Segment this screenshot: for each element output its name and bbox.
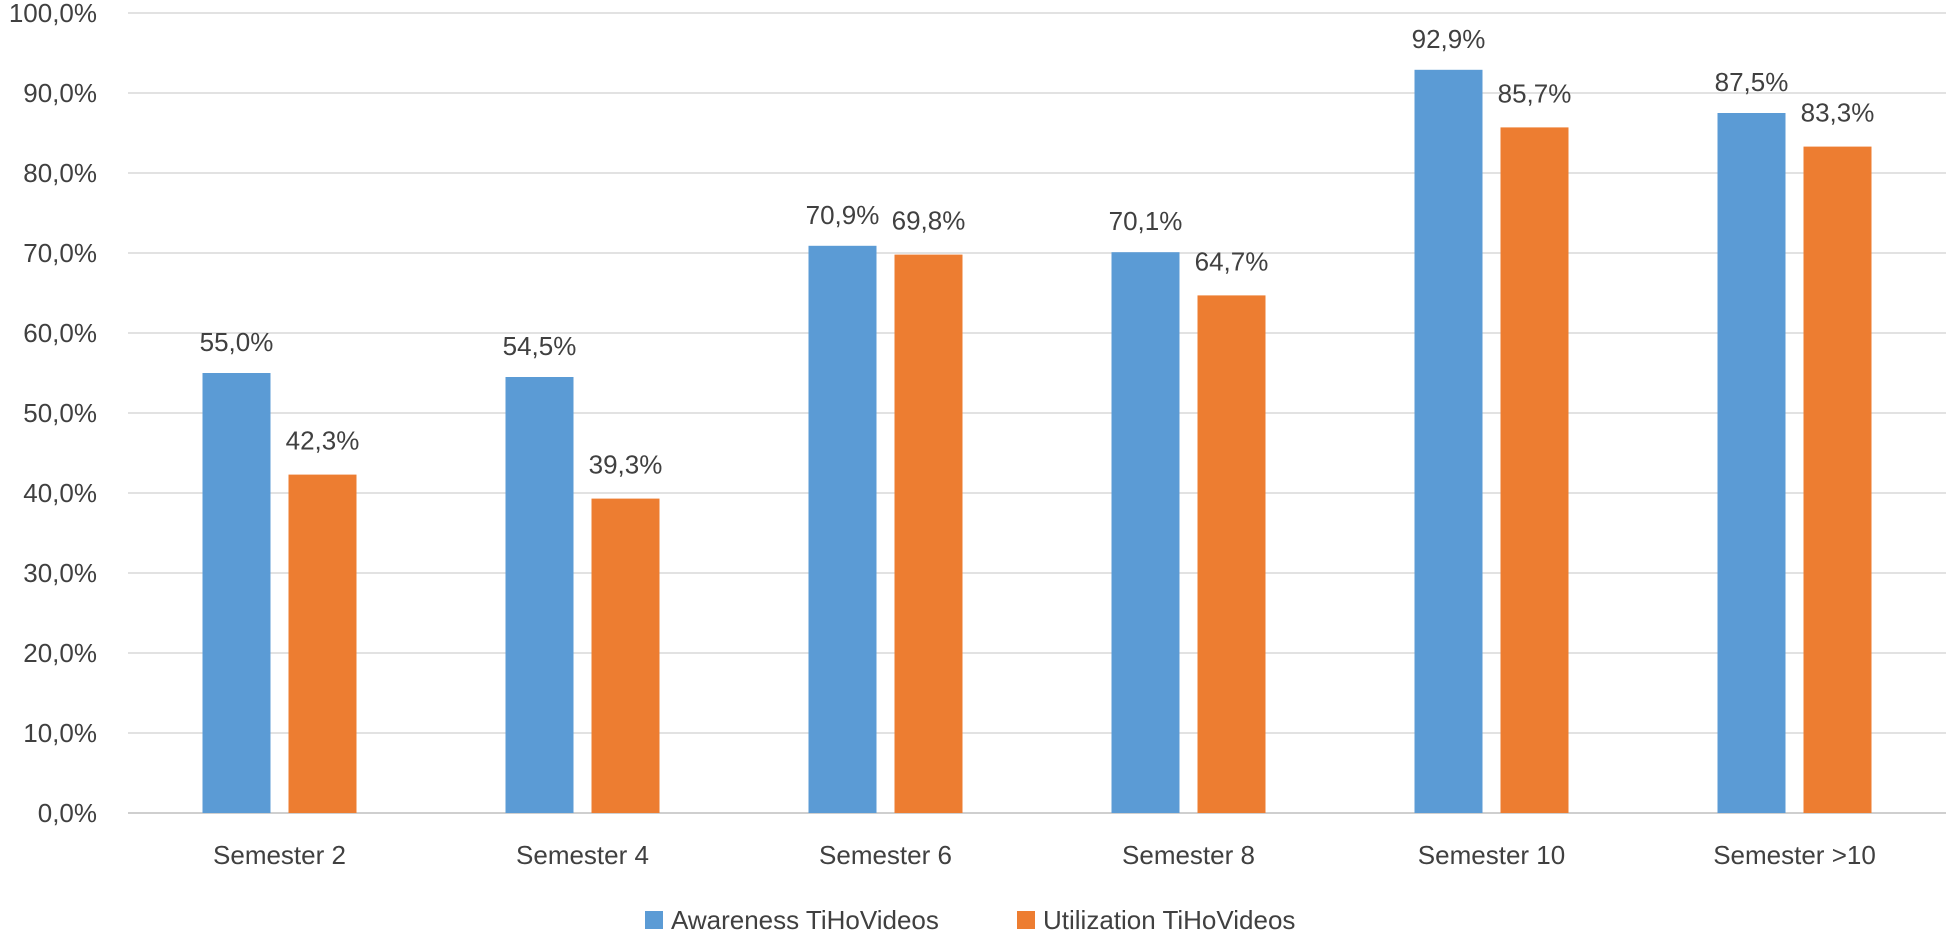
y-tick-label: 60,0% — [23, 318, 97, 348]
bar-awareness — [202, 373, 271, 813]
bar-utilization — [591, 498, 660, 813]
data-label: 85,7% — [1498, 78, 1572, 108]
y-tick-label: 40,0% — [23, 478, 97, 508]
data-label: 69,8% — [892, 206, 966, 236]
legend-label: Utilization TiHoVideos — [1043, 905, 1295, 935]
bar-awareness — [1111, 252, 1180, 813]
bar-awareness — [1414, 69, 1483, 814]
x-tick-label: Semester 4 — [516, 840, 649, 870]
legend-swatch — [1017, 911, 1035, 929]
bar-awareness — [1717, 113, 1786, 813]
y-tick-label: 0,0% — [38, 798, 97, 828]
bar-utilization — [1803, 146, 1872, 814]
data-label: 70,9% — [806, 200, 880, 230]
bar-awareness — [808, 245, 877, 814]
bar-utilization — [1500, 127, 1569, 813]
legend-item-utilization: Utilization TiHoVideos — [1017, 905, 1295, 935]
legend-label: Awareness TiHoVideos — [671, 905, 939, 935]
data-label: 70,1% — [1109, 206, 1183, 236]
y-tick-label: 100,0% — [9, 0, 97, 28]
x-tick-label: Semester >10 — [1713, 840, 1876, 870]
bar-awareness — [505, 377, 574, 813]
x-tick-label: Semester 10 — [1418, 840, 1565, 870]
y-tick-label: 30,0% — [23, 558, 97, 588]
data-labels: 55,0% 42,3% 54,5% 39,3% 70,9% 69,8% 70,1% 64,7%… — [200, 24, 1875, 480]
bar-utilization — [288, 474, 357, 813]
bar-utilization — [1197, 295, 1266, 813]
y-tick-label: 20,0% — [23, 638, 97, 668]
y-axis-tick-labels: 0,0% 10,0% 20,0% 30,0% 40,0% 50,0% 60,0% 70,0% 8… — [9, 0, 97, 828]
data-label: 54,5% — [503, 331, 577, 361]
data-label: 87,5% — [1715, 67, 1789, 97]
data-label: 42,3% — [286, 426, 360, 456]
x-axis-tick-labels: Semester 2 Semester 4 Semester 6 Semester 8… — [213, 840, 1876, 870]
x-tick-label: Semester 6 — [819, 840, 952, 870]
x-tick-label: Semester 8 — [1122, 840, 1255, 870]
data-label: 92,9% — [1412, 24, 1486, 54]
legend-item-awareness: Awareness TiHoVideos — [645, 905, 939, 935]
data-label: 83,3% — [1801, 98, 1875, 128]
data-label: 39,3% — [589, 450, 663, 480]
legend: Awareness TiHoVideos Utilization TiHoVide… — [645, 905, 1295, 935]
y-tick-label: 10,0% — [23, 718, 97, 748]
legend-swatch — [645, 911, 663, 929]
y-tick-label: 90,0% — [23, 78, 97, 108]
data-label: 64,7% — [1195, 246, 1269, 276]
data-label: 55,0% — [200, 327, 274, 357]
bars — [202, 69, 1872, 814]
x-tick-label: Semester 2 — [213, 840, 346, 870]
gridlines — [128, 12, 1946, 814]
y-tick-label: 70,0% — [23, 238, 97, 268]
y-tick-label: 80,0% — [23, 158, 97, 188]
y-tick-label: 50,0% — [23, 398, 97, 428]
bar-utilization — [894, 254, 963, 814]
